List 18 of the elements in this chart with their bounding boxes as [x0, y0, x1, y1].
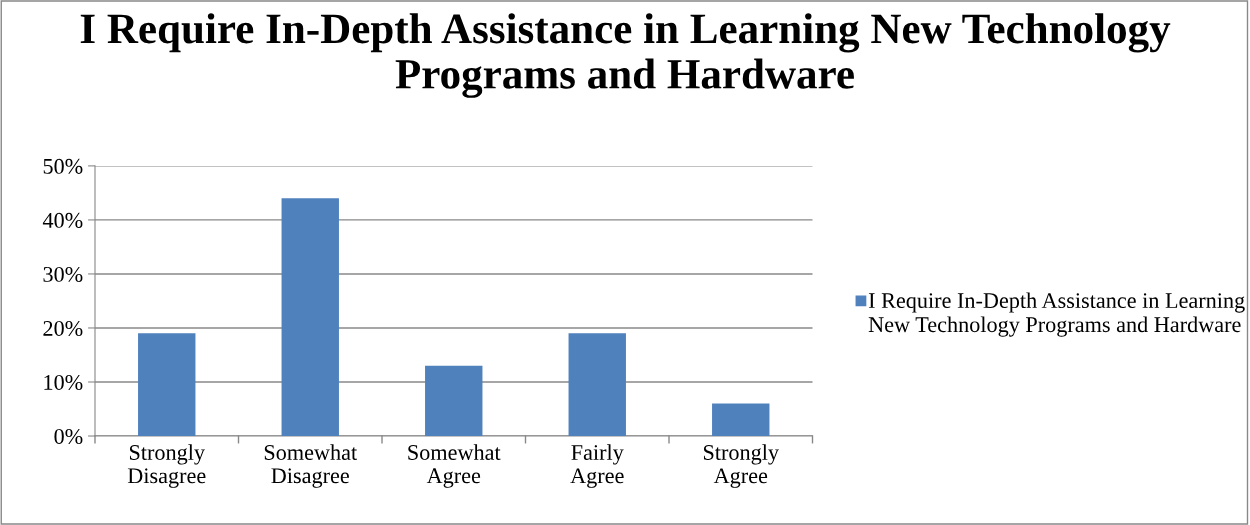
y-tick-label: 10% [44, 374, 83, 390]
y-tick-label: 40% [42, 212, 83, 228]
legend-label: I Require In-Depth Assistance in Learning New Technology Programs and Hardware [868, 292, 1245, 337]
bar [281, 198, 339, 437]
y-tick-label: 50% [43, 158, 83, 174]
x-tick-label: Strongly Disagree [127, 444, 206, 488]
bar [712, 403, 770, 437]
y-tick-label: 20% [43, 320, 83, 336]
bar [568, 333, 626, 437]
bar [425, 365, 483, 437]
chart-title: I Require In-Depth Assistance in Learning New Technology Programs and Hardware [80, 13, 1171, 98]
x-tick-label: Somewhat Agree [408, 444, 501, 488]
y-tick-label: 30% [43, 266, 83, 282]
x-tick-label: Somewhat Disagree [264, 444, 358, 488]
x-tick-label: Strongly Agree [703, 444, 779, 488]
y-tick-label: 0% [54, 428, 83, 445]
bar [138, 333, 196, 437]
x-tick-label: Fairly Agree [570, 444, 624, 488]
